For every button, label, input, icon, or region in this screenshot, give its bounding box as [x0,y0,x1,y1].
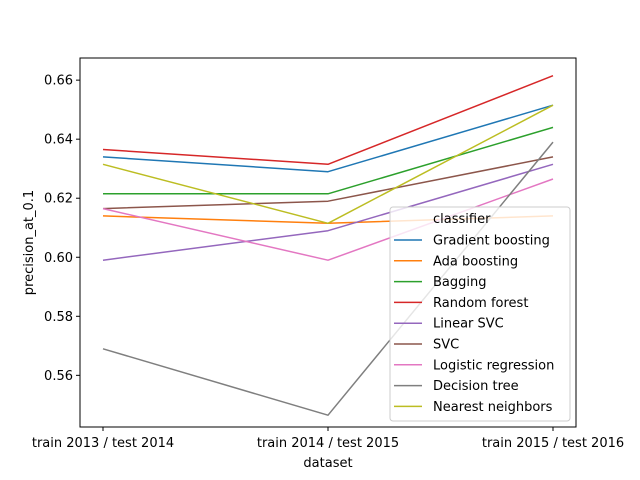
legend-label: SVC [433,338,459,353]
series-line-2 [103,126,554,195]
y-axis-title: precision_at_0.1 [22,190,37,295]
legend-label: Linear SVC [433,317,504,332]
legend-label: Decision tree [433,379,519,394]
series-line-3 [102,75,554,166]
x-axis: train 2013 / test 2014 train 2014 / test … [32,427,624,451]
legend-label: Random forest [433,296,528,311]
x-tick-label: train 2014 / test 2015 [257,436,399,451]
x-tick-label: train 2015 / test 2016 [482,436,624,451]
y-tick-label: 0.58 [44,310,73,325]
series-line-0 [102,104,554,173]
y-tick-label: 0.56 [44,369,73,384]
legend-label: Gradient boosting [433,234,550,249]
legend-label: Logistic regression [433,358,554,373]
y-tick-label: 0.62 [44,192,73,207]
y-axis: 0.56 0.58 0.60 0.62 0.64 0.66 [44,74,80,384]
series-line-4 [102,163,554,261]
series-layer [102,75,554,416]
legend: classifier Gradient boosting Ada boosting… [389,206,571,422]
series-line-6 [102,178,554,261]
legend-frame [389,206,571,422]
legend-label: Ada boosting [433,254,518,269]
legend-label: Bagging [433,275,487,290]
legend-title: classifier [433,212,491,227]
y-tick-label: 0.64 [44,133,73,148]
x-tick-label: train 2013 / test 2014 [32,436,174,451]
y-tick-label: 0.66 [44,74,73,89]
y-tick-label: 0.60 [44,251,73,266]
series-line-5 [102,156,554,210]
series-line-8 [102,104,554,225]
legend-label: Nearest neighbors [433,400,553,415]
x-axis-title: dataset [303,456,352,471]
